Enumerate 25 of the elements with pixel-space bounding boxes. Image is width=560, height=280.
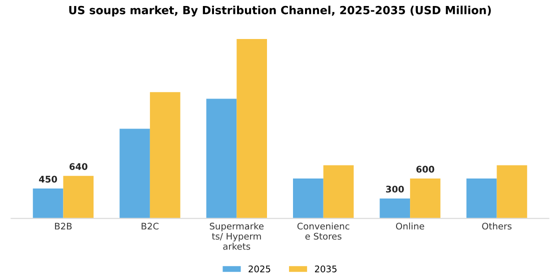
x-tick-label: B2C: [142, 222, 159, 230]
legend-label: 2025: [248, 265, 270, 272]
bar: [466, 178, 497, 218]
chart-title: US soups market, By Distribution Channel, 2025-2035 (USD Million): [69, 6, 491, 17]
bar: [380, 198, 410, 218]
bar: [32, 188, 64, 218]
bar: [63, 176, 94, 218]
x-tick-label: Supermarke ts/ Hyperm arkets: [210, 222, 264, 250]
x-tick-label: Online: [396, 222, 424, 230]
bar: [236, 38, 267, 218]
x-tick-label: Others: [482, 222, 512, 230]
bar: [206, 98, 237, 218]
data-label: 450: [39, 176, 58, 183]
data-label: 600: [416, 166, 434, 173]
bar: [323, 165, 354, 218]
bar: [150, 92, 180, 218]
legend-label: 2035: [314, 265, 336, 272]
x-tick-label: Convenienc e Stores: [297, 222, 350, 240]
bar: [293, 178, 324, 218]
bar: [496, 165, 528, 218]
bar: [120, 128, 150, 218]
bar: [410, 178, 440, 218]
x-tick-label: B2B: [55, 222, 72, 230]
data-label: 300: [386, 186, 404, 193]
data-label: 640: [70, 163, 88, 170]
